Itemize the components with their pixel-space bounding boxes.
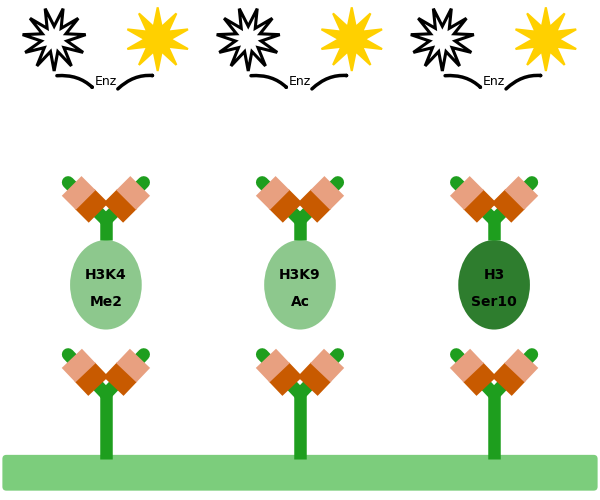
Text: Me2: Me2 bbox=[89, 294, 122, 308]
FancyArrowPatch shape bbox=[57, 76, 92, 87]
FancyArrowPatch shape bbox=[312, 76, 347, 89]
Polygon shape bbox=[116, 349, 150, 382]
Polygon shape bbox=[310, 176, 344, 210]
Polygon shape bbox=[62, 176, 95, 210]
Polygon shape bbox=[256, 176, 290, 210]
Polygon shape bbox=[411, 8, 474, 71]
Ellipse shape bbox=[458, 240, 530, 330]
Text: Ser10: Ser10 bbox=[471, 294, 517, 308]
Polygon shape bbox=[450, 349, 484, 382]
Polygon shape bbox=[269, 189, 302, 222]
Polygon shape bbox=[103, 189, 137, 222]
Text: Enz: Enz bbox=[289, 75, 311, 88]
Polygon shape bbox=[74, 189, 109, 222]
Text: Ac: Ac bbox=[290, 294, 310, 308]
Polygon shape bbox=[217, 8, 280, 71]
Ellipse shape bbox=[264, 240, 336, 330]
FancyArrowPatch shape bbox=[445, 76, 481, 87]
FancyBboxPatch shape bbox=[2, 455, 598, 490]
Polygon shape bbox=[23, 8, 86, 71]
Polygon shape bbox=[298, 362, 331, 396]
Polygon shape bbox=[463, 362, 497, 396]
Polygon shape bbox=[310, 349, 344, 382]
Text: H3K4: H3K4 bbox=[85, 268, 127, 282]
Text: H3K9: H3K9 bbox=[279, 268, 321, 282]
Polygon shape bbox=[269, 362, 302, 396]
Polygon shape bbox=[127, 8, 188, 71]
Polygon shape bbox=[505, 176, 538, 210]
Text: Enz: Enz bbox=[483, 75, 505, 88]
Text: H3: H3 bbox=[484, 268, 505, 282]
Polygon shape bbox=[515, 8, 576, 71]
Polygon shape bbox=[491, 362, 526, 396]
Polygon shape bbox=[491, 189, 526, 222]
Polygon shape bbox=[450, 176, 484, 210]
Polygon shape bbox=[322, 8, 382, 71]
Polygon shape bbox=[256, 349, 290, 382]
FancyArrowPatch shape bbox=[118, 76, 152, 89]
Polygon shape bbox=[103, 362, 137, 396]
FancyArrowPatch shape bbox=[251, 76, 286, 87]
Polygon shape bbox=[116, 176, 150, 210]
Ellipse shape bbox=[70, 240, 142, 330]
Polygon shape bbox=[298, 189, 331, 222]
Polygon shape bbox=[505, 349, 538, 382]
FancyArrowPatch shape bbox=[506, 76, 541, 89]
Text: Enz: Enz bbox=[95, 75, 117, 88]
Polygon shape bbox=[74, 362, 109, 396]
Polygon shape bbox=[62, 349, 95, 382]
Polygon shape bbox=[463, 189, 497, 222]
